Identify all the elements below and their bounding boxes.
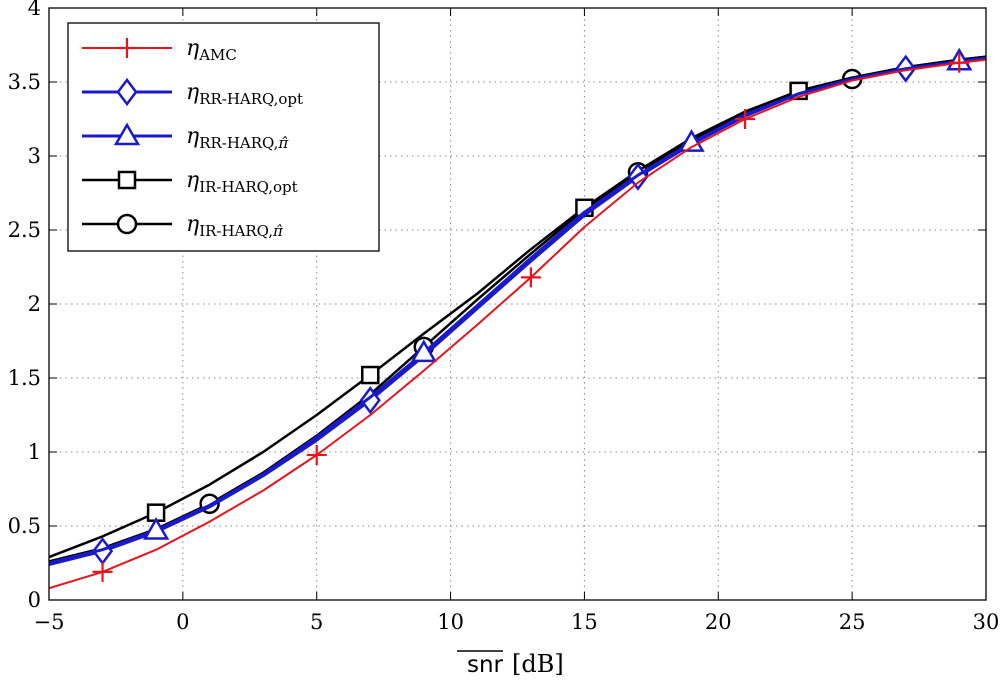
x-axis-title: snr [dB] [457, 650, 564, 678]
y-tick-labels: 0 0.5 1 1.5 2 2.5 3 3.5 4 [8, 0, 41, 612]
series-plus [48, 52, 987, 590]
data-point-square [361, 365, 380, 385]
legend-symbol: η [186, 36, 199, 61]
legend-subscript-hat: π̂ [277, 134, 289, 152]
legend-label-diamond: ηRR-HARQ,opt [186, 80, 303, 108]
x-tick-label: 15 [571, 610, 598, 634]
legend-subscript-hat: π̂ [272, 222, 284, 240]
legend-label-circle: ηIR-HARQ,π̂ [186, 212, 284, 240]
legend-subscript: RR-HARQ,opt [199, 90, 303, 108]
y-tick-label: 2 [28, 292, 41, 316]
data-point-plus [949, 52, 970, 73]
x-tick-label: 5 [310, 610, 323, 634]
x-tick-label: 10 [437, 610, 464, 634]
y-tick-label: 0 [28, 588, 41, 612]
y-tick-label: 1 [28, 440, 41, 464]
legend-symbol: η [186, 168, 199, 193]
x-tick-labels: −5 0 5 10 15 20 25 30 [34, 610, 1000, 634]
data-point-triangle [142, 516, 170, 540]
legend-symbol: η [186, 124, 199, 149]
y-tick-label: 0.5 [8, 514, 41, 538]
x-tick-label: 30 [973, 610, 1000, 634]
data-point-triangle [410, 339, 437, 363]
data-point-plus [735, 109, 756, 129]
x-tick-label: 20 [705, 610, 732, 634]
legend: ηAMCηRR-HARQ,optηRR-HARQ,π̂ηIR-HARQ,optη… [67, 22, 380, 252]
legend-label-plus: ηAMC [186, 36, 237, 64]
grid [49, 8, 986, 600]
legend-marker-circle [116, 213, 138, 235]
legend-subscript: IR-HARQ, [199, 222, 273, 240]
series-layer [48, 47, 987, 590]
x-tick-label: −5 [34, 610, 65, 634]
x-axis-title-snr: snr [467, 652, 504, 678]
legend-symbol: η [186, 80, 199, 105]
data-point-plus [92, 561, 113, 582]
legend-subscript: IR-HARQ,opt [199, 178, 297, 196]
y-tick-label: 4 [28, 0, 41, 20]
legend-subscript: RR-HARQ, [199, 134, 278, 152]
series-line-triangle [48, 56, 987, 565]
legend-subscript: AMC [198, 46, 237, 64]
ticks [48, 7, 987, 601]
x-tick-label: 0 [176, 610, 189, 634]
y-tick-label: 3.5 [8, 70, 41, 94]
x-axis-title-unit: [dB] [512, 650, 564, 678]
legend-marker-triangle [113, 122, 141, 146]
legend-marker-square [117, 170, 137, 190]
x-tick-label: 25 [839, 610, 866, 634]
y-tick-label: 3 [28, 144, 41, 168]
data-point-plus [306, 444, 327, 465]
legend-marker-plus [117, 38, 137, 58]
y-tick-label: 2.5 [8, 218, 41, 242]
data-point-plus [520, 267, 541, 288]
data-point-triangle [678, 129, 705, 152]
legend-label-triangle: ηRR-HARQ,π̂ [186, 124, 289, 152]
legend-label-square: ηIR-HARQ,opt [186, 168, 298, 196]
legend-symbol: η [186, 212, 199, 237]
y-tick-label: 1.5 [8, 366, 41, 390]
legend-marker-diamond [116, 77, 138, 107]
